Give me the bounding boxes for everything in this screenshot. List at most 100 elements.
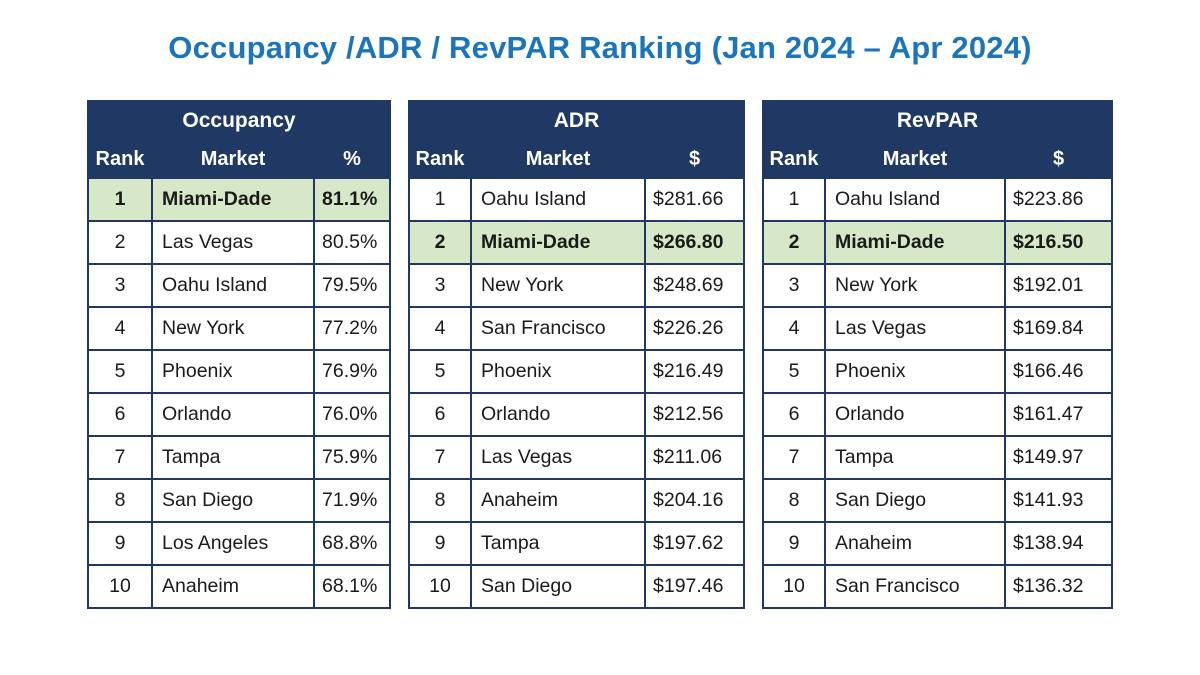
value-cell: $169.84 [1004,306,1113,351]
value-cell: $149.97 [1004,435,1113,480]
value-column-header: % [313,140,391,179]
ranking-tables-container: Occupancy Rank Market % 1 Miami-Dade 81.1%… [0,100,1200,609]
table-row: 1 Oahu Island $281.66 [408,177,745,222]
table-title: ADR [408,100,745,142]
rank-cell: 7 [762,435,826,480]
table-row: 8 San Diego 71.9% [87,478,391,523]
market-cell: San Francisco [824,564,1006,609]
rank-cell: 1 [762,177,826,222]
column-header-row: Rank Market % [87,140,391,179]
table-row: 10 San Francisco $136.32 [762,564,1113,609]
rank-cell: 10 [87,564,153,609]
rank-cell: 8 [408,478,472,523]
table-row: 10 Anaheim 68.1% [87,564,391,609]
value-cell: $161.47 [1004,392,1113,437]
market-cell: Phoenix [470,349,646,394]
market-cell: Orlando [470,392,646,437]
rank-cell: 5 [87,349,153,394]
value-cell: $166.46 [1004,349,1113,394]
value-cell: $212.56 [644,392,745,437]
table-row: 2 Las Vegas 80.5% [87,220,391,265]
rank-cell: 5 [408,349,472,394]
market-cell: New York [470,263,646,308]
rank-cell: 6 [408,392,472,437]
market-column-header: Market [470,140,646,179]
table-row: 5 Phoenix $166.46 [762,349,1113,394]
table-row: 4 Las Vegas $169.84 [762,306,1113,351]
rank-cell: 5 [762,349,826,394]
value-column-header: $ [644,140,745,179]
rank-cell: 9 [408,521,472,566]
market-column-header: Market [151,140,315,179]
market-cell: Tampa [470,521,646,566]
table-row: 1 Oahu Island $223.86 [762,177,1113,222]
table-row: 5 Phoenix 76.9% [87,349,391,394]
rank-cell: 1 [87,177,153,222]
value-cell: 80.5% [313,220,391,265]
rank-cell: 10 [762,564,826,609]
table-row: 3 Oahu Island 79.5% [87,263,391,308]
value-cell: $138.94 [1004,521,1113,566]
market-cell: Las Vegas [470,435,646,480]
rank-cell: 8 [87,478,153,523]
table-row: 10 San Diego $197.46 [408,564,745,609]
market-cell: Los Angeles [151,521,315,566]
table-row: 2 Miami-Dade $216.50 [762,220,1113,265]
table-row: 2 Miami-Dade $266.80 [408,220,745,265]
market-cell: Oahu Island [824,177,1006,222]
rank-cell: 4 [762,306,826,351]
market-cell: Las Vegas [151,220,315,265]
table-row: 9 Anaheim $138.94 [762,521,1113,566]
table-title: Occupancy [87,100,391,142]
adr-table: ADR Rank Market $ 1 Oahu Island $281.66 2 Mi… [408,100,745,609]
value-cell: 81.1% [313,177,391,222]
occupancy-table: Occupancy Rank Market % 1 Miami-Dade 81.1%… [87,100,391,609]
table-row: 8 San Diego $141.93 [762,478,1113,523]
table-title-row: Occupancy [87,100,391,142]
market-cell: Tampa [151,435,315,480]
market-cell: Anaheim [824,521,1006,566]
value-cell: $216.49 [644,349,745,394]
column-header-row: Rank Market $ [408,140,745,179]
market-cell: Tampa [824,435,1006,480]
market-cell: Orlando [824,392,1006,437]
market-cell: San Francisco [470,306,646,351]
table-row: 3 New York $248.69 [408,263,745,308]
value-cell: 79.5% [313,263,391,308]
table-row: 4 New York 77.2% [87,306,391,351]
rank-cell: 3 [408,263,472,308]
market-cell: Las Vegas [824,306,1006,351]
market-cell: Miami-Dade [470,220,646,265]
rank-column-header: Rank [762,140,826,179]
table-title-row: ADR [408,100,745,142]
market-cell: Anaheim [470,478,646,523]
adr-table-body: 1 Oahu Island $281.66 2 Miami-Dade $266.80 3 Ne… [408,177,745,609]
rank-cell: 4 [408,306,472,351]
table-title: RevPAR [762,100,1113,142]
occupancy-table-body: 1 Miami-Dade 81.1% 2 Las Vegas 80.5% 3 Oahu Isl… [87,177,391,609]
value-cell: $197.46 [644,564,745,609]
table-row: 9 Tampa $197.62 [408,521,745,566]
table-row: 6 Orlando $212.56 [408,392,745,437]
rank-cell: 10 [408,564,472,609]
rank-column-header: Rank [408,140,472,179]
table-row: 3 New York $192.01 [762,263,1113,308]
value-cell: $281.66 [644,177,745,222]
value-cell: 76.0% [313,392,391,437]
market-cell: Orlando [151,392,315,437]
rank-cell: 3 [87,263,153,308]
column-header-row: Rank Market $ [762,140,1113,179]
value-cell: $223.86 [1004,177,1113,222]
market-cell: San Diego [470,564,646,609]
table-row: 7 Tampa 75.9% [87,435,391,480]
value-cell: $266.80 [644,220,745,265]
revpar-table-body: 1 Oahu Island $223.86 2 Miami-Dade $216.50 3 Ne… [762,177,1113,609]
rank-cell: 3 [762,263,826,308]
value-cell: $216.50 [1004,220,1113,265]
value-cell: $204.16 [644,478,745,523]
table-title-row: RevPAR [762,100,1113,142]
rank-cell: 8 [762,478,826,523]
value-cell: 75.9% [313,435,391,480]
rank-cell: 2 [87,220,153,265]
